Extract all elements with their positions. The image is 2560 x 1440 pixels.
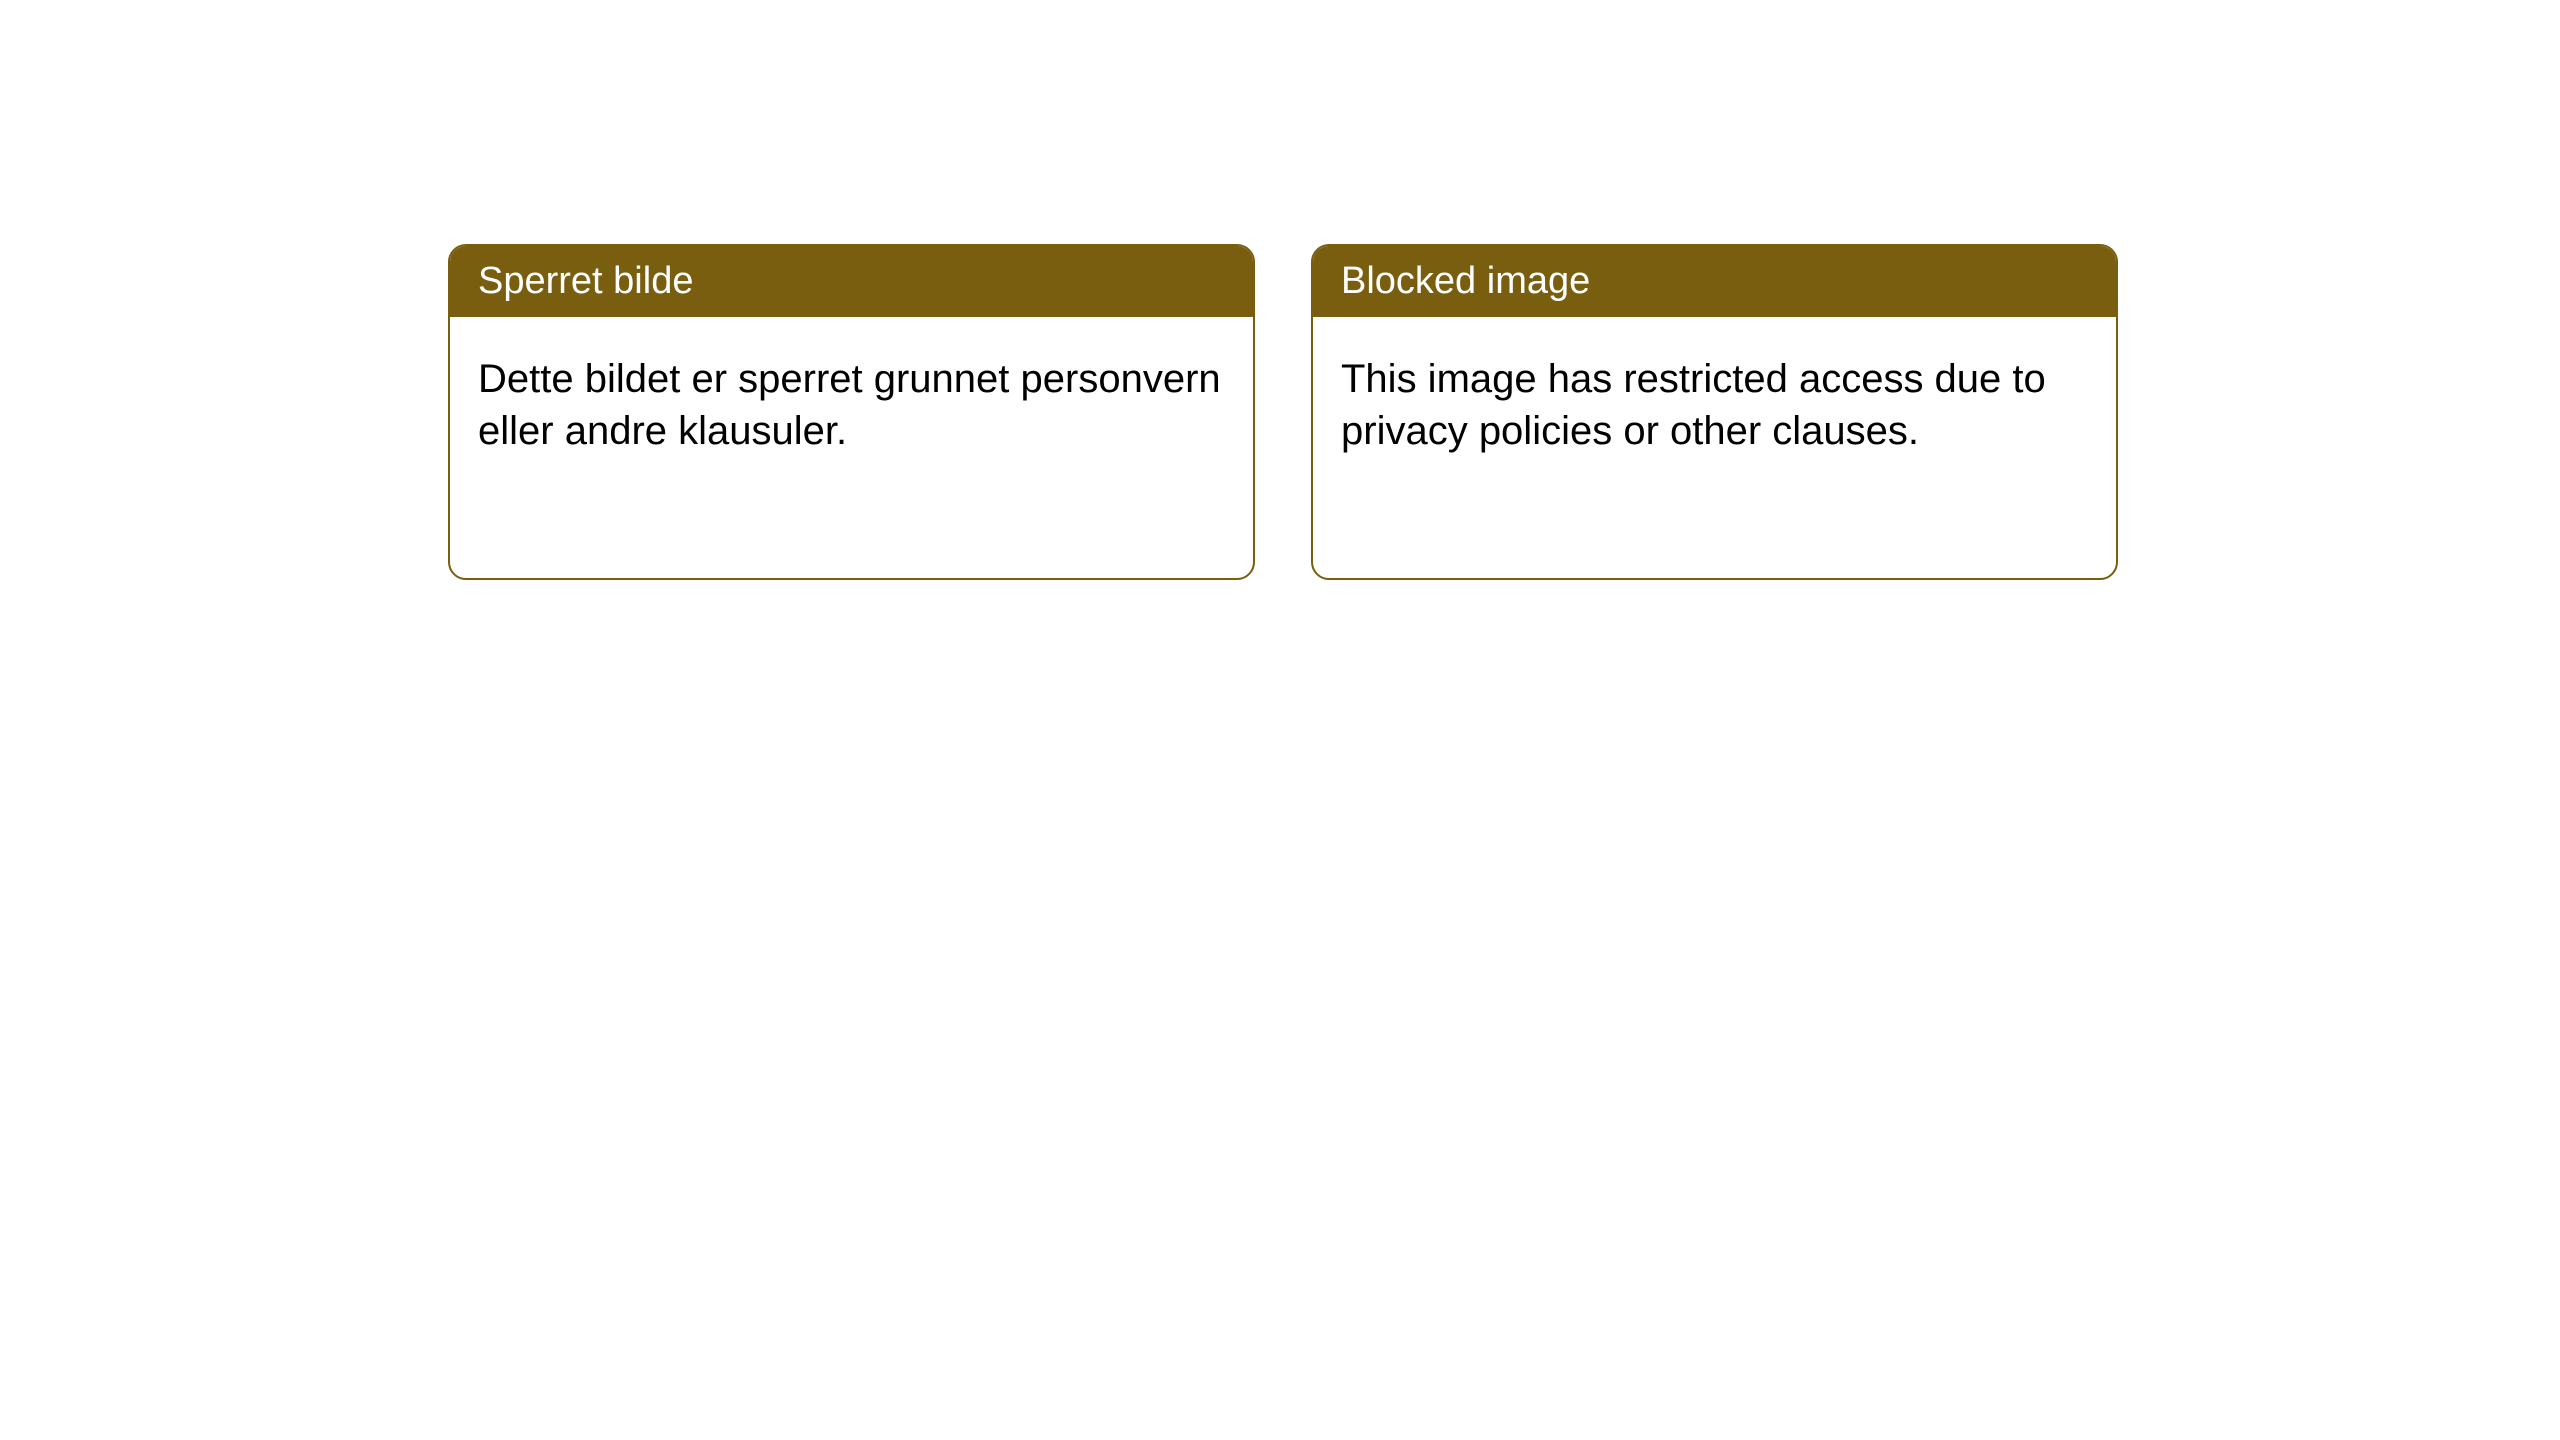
notice-body: This image has restricted access due to … <box>1313 317 2116 493</box>
notice-header: Blocked image <box>1313 246 2116 317</box>
notice-body-text: Dette bildet er sperret grunnet personve… <box>478 357 1221 453</box>
notice-card-english: Blocked image This image has restricted … <box>1311 244 2118 580</box>
notice-container: Sperret bilde Dette bildet er sperret gr… <box>0 0 2560 580</box>
notice-card-norwegian: Sperret bilde Dette bildet er sperret gr… <box>448 244 1255 580</box>
notice-body: Dette bildet er sperret grunnet personve… <box>450 317 1253 493</box>
notice-body-text: This image has restricted access due to … <box>1341 357 2046 453</box>
notice-header: Sperret bilde <box>450 246 1253 317</box>
notice-title: Blocked image <box>1341 260 1590 302</box>
notice-title: Sperret bilde <box>478 260 693 302</box>
